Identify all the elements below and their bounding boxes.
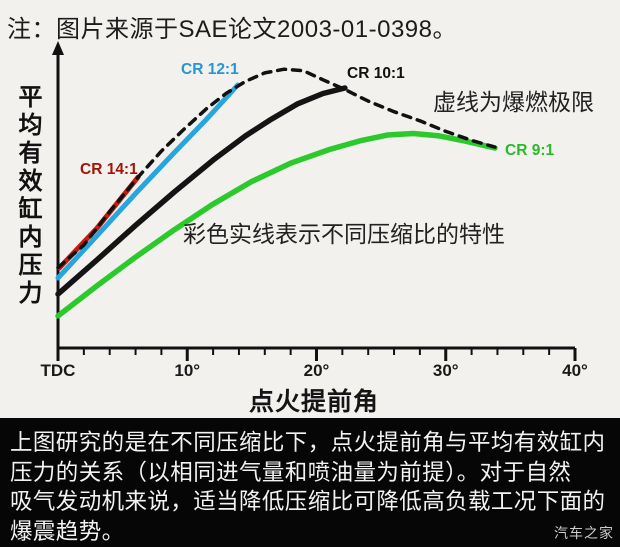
x-tick-label: 30° xyxy=(433,361,459,380)
curve-爆燃极限（虚线） xyxy=(56,67,497,270)
axis-ticks xyxy=(56,348,577,361)
x-tick-label: TDC xyxy=(41,361,76,380)
dashed-line-annotation: 虚线为爆燃极限 xyxy=(433,89,594,115)
curve-label: CR 14:1 xyxy=(80,161,138,178)
x-tick-label: 10° xyxy=(174,361,200,380)
pressure-vs-advance-chart: TDC 10° 20° 30° 40° CR 14:1CR 12:1 CR 10:1CR … xyxy=(41,41,589,380)
curves xyxy=(55,67,498,319)
curve-CR 10:1 xyxy=(55,85,348,297)
y-axis-arrow xyxy=(52,41,64,55)
curve-label: CR 9:1 xyxy=(505,142,554,159)
x-axis-title: 点火提前角 xyxy=(248,388,379,416)
figure-caption: 上图研究的是在不同压缩比下，点火提前角与平均有效缸内 压力的关系（以相同进气量和… xyxy=(0,418,620,547)
curve-CR 12:1 xyxy=(55,82,241,281)
solid-line-annotation: 彩色实线表示不同压缩比的特性 xyxy=(183,221,505,247)
x-tick-label: 40° xyxy=(562,361,588,380)
curve-labels: CR 14:1 CR 12:1 CR 10:1 CR 9:1 xyxy=(80,61,554,178)
site-watermark: 汽车之家 xyxy=(554,525,614,541)
curve-label: CR 10:1 xyxy=(347,65,405,82)
x-tick-label: 20° xyxy=(304,361,330,380)
axis-tick-labels: TDC 10° 20° 30° 40° xyxy=(41,361,589,380)
source-note: 注：图片来源于SAE论文2003-01-0398。 xyxy=(7,16,457,43)
curve-label: CR 12:1 xyxy=(181,61,239,78)
curve-CR 9:1 xyxy=(55,130,498,319)
y-axis-label: 平均有效缸内压力 xyxy=(14,84,41,308)
